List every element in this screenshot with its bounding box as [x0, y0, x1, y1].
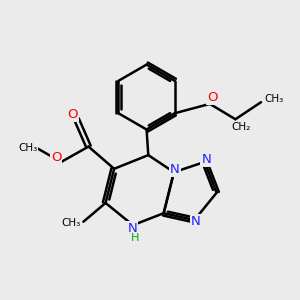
Text: CH₃: CH₃: [264, 94, 284, 104]
Text: N: N: [202, 153, 211, 166]
Text: N: N: [128, 222, 137, 235]
Text: O: O: [67, 108, 78, 121]
Text: CH₃: CH₃: [18, 142, 37, 153]
Text: CH₂: CH₂: [231, 122, 250, 132]
Text: O: O: [51, 152, 61, 164]
Text: N: N: [170, 163, 179, 176]
Text: O: O: [207, 91, 218, 104]
Text: H: H: [130, 233, 139, 243]
Text: N: N: [191, 215, 201, 228]
Text: CH₃: CH₃: [62, 218, 81, 229]
